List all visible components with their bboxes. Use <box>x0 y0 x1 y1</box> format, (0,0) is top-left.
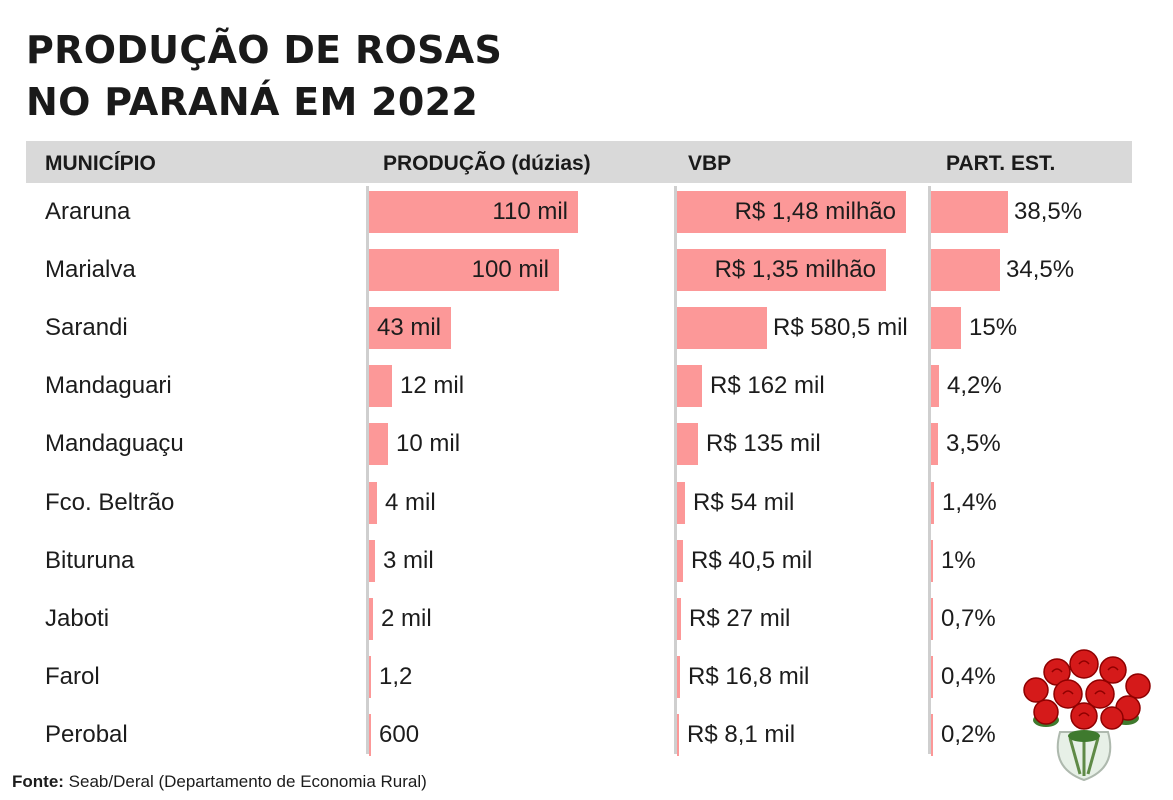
producao-bar <box>369 249 559 291</box>
title-line-1: PRODUÇÃO DE ROSAS <box>26 28 503 72</box>
producao-bar <box>369 482 377 524</box>
source-label: Fonte: <box>12 772 64 791</box>
part-est-value-label: 0,7% <box>941 605 996 632</box>
vbp-value-label: R$ 1,35 milhão <box>714 256 876 283</box>
part-est-bar <box>931 482 934 524</box>
vbp-bar <box>677 656 680 698</box>
producao-value-label: 12 mil <box>400 372 465 399</box>
vbp-value-label: R$ 580,5 mil <box>773 314 908 341</box>
producao-bar <box>369 365 392 407</box>
producao-value-label: 600 <box>379 721 420 748</box>
producao-value-label: 2 mil <box>381 605 432 632</box>
municipio-label: Mandaguari <box>45 372 172 399</box>
municipio-label: Mandaguaçu <box>45 430 184 457</box>
vbp-value-label: R$ 135 mil <box>706 430 821 457</box>
municipio-label: Jaboti <box>45 605 110 632</box>
producao-value-label: 100 mil <box>471 256 549 283</box>
part-est-value-label: 38,5% <box>1014 198 1083 225</box>
vbp-bar <box>677 714 679 756</box>
header-municipio: MUNICÍPIO <box>45 152 156 175</box>
part-est-bar <box>931 423 938 465</box>
part-est-bar <box>931 249 1000 291</box>
part-est-bar <box>931 656 933 698</box>
part-est-axis-line <box>928 186 931 754</box>
source-text: Seab/Deral (Departamento de Economia Rur… <box>68 772 427 791</box>
vbp-bar <box>677 540 683 582</box>
part-est-value-label: 0,4% <box>941 663 996 690</box>
municipio-label: Araruna <box>45 198 131 225</box>
municipio-label: Perobal <box>45 721 128 748</box>
vbp-axis-line <box>674 186 677 754</box>
part-est-value-label: 0,2% <box>941 721 996 748</box>
municipio-label: Bituruna <box>45 547 135 574</box>
part-est-value-label: 34,5% <box>1006 256 1075 283</box>
header-producao: PRODUÇÃO (dúzias) <box>383 152 591 175</box>
vbp-value-label: R$ 16,8 mil <box>688 663 810 690</box>
producao-bar <box>369 598 373 640</box>
vbp-value-label: R$ 40,5 mil <box>691 547 813 574</box>
vbp-value-label: R$ 8,1 mil <box>687 721 796 748</box>
header-vbp: VBP <box>688 152 732 175</box>
part-est-value-label: 1% <box>941 547 976 574</box>
roses-bouquet-icon <box>1023 649 1151 782</box>
producao-value-label: 10 mil <box>396 430 461 457</box>
municipio-label: Fco. Beltrão <box>45 489 175 516</box>
part-est-bar <box>931 540 933 582</box>
producao-bar <box>369 656 371 698</box>
vbp-bar <box>677 423 698 465</box>
table-header-bar <box>26 141 1132 183</box>
title-line-2: NO PARANÁ EM 2022 <box>26 80 479 124</box>
vbp-value-label: R$ 27 mil <box>689 605 791 632</box>
vbp-bar <box>677 191 906 233</box>
municipio-label: Marialva <box>45 256 136 283</box>
producao-bar <box>369 191 578 233</box>
source-note: Fonte: Seab/Deral (Departamento de Econo… <box>12 772 427 792</box>
producao-bar <box>369 714 371 756</box>
producao-axis-line <box>366 186 369 754</box>
vbp-bar <box>677 598 681 640</box>
producao-bar <box>369 307 451 349</box>
chart-title: PRODUÇÃO DE ROSAS NO PARANÁ EM 2022 <box>26 24 502 128</box>
producao-value-label: 3 mil <box>383 547 434 574</box>
municipio-label: Farol <box>45 663 100 690</box>
header-part-est: PART. EST. <box>946 152 1056 175</box>
vbp-value-label: R$ 162 mil <box>710 372 825 399</box>
producao-value-label: 4 mil <box>385 489 436 516</box>
part-est-value-label: 3,5% <box>946 430 1001 457</box>
part-est-value-label: 1,4% <box>942 489 997 516</box>
producao-value-label: 1,2 <box>379 663 413 690</box>
producao-value-label: 110 mil <box>492 198 568 225</box>
part-est-bar <box>931 191 1008 233</box>
vbp-bar <box>677 482 685 524</box>
part-est-bar <box>931 365 939 407</box>
part-est-bar <box>931 714 933 756</box>
part-est-value-label: 15% <box>969 314 1018 341</box>
vbp-value-label: R$ 54 mil <box>693 489 795 516</box>
producao-bar <box>369 540 375 582</box>
producao-value-label: 43 mil <box>376 314 441 341</box>
part-est-bar <box>931 598 933 640</box>
producao-bar <box>369 423 388 465</box>
vbp-value-label: R$ 1,48 milhão <box>734 198 896 225</box>
vbp-bar <box>677 365 702 407</box>
part-est-bar <box>931 307 961 349</box>
part-est-value-label: 4,2% <box>947 372 1002 399</box>
vbp-bar <box>677 307 767 349</box>
municipio-label: Sarandi <box>45 314 128 341</box>
vbp-bar <box>677 249 886 291</box>
